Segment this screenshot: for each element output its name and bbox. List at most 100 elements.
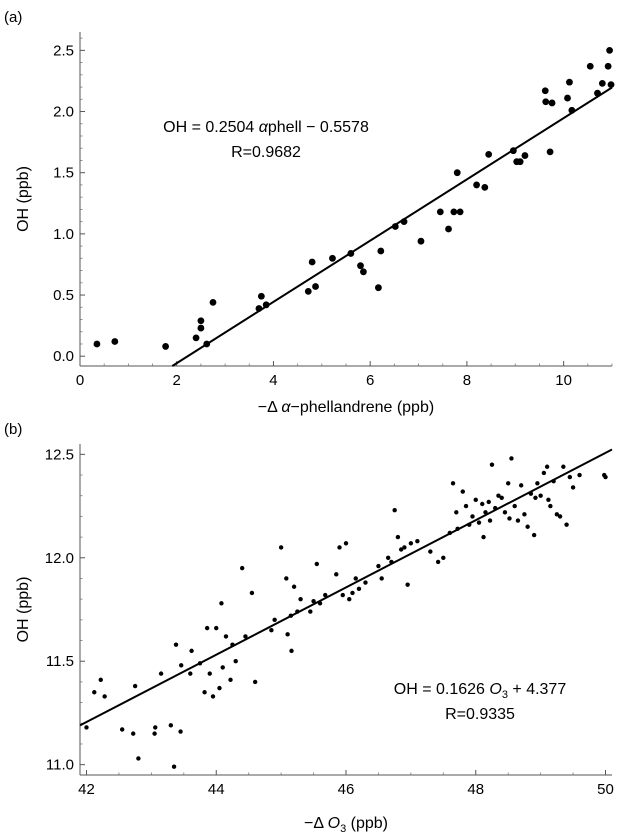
data-point <box>119 727 125 732</box>
panel-label: (a) <box>4 9 22 26</box>
x-tick-label: 50 <box>597 781 614 798</box>
correlation-r: R=0.9335 <box>445 706 515 723</box>
data-point <box>408 541 414 546</box>
y-tick-label: 12.0 <box>45 550 74 567</box>
data-point <box>525 524 530 529</box>
data-point <box>450 481 456 486</box>
data-point <box>518 483 524 488</box>
data-point <box>228 677 233 683</box>
data-point <box>204 625 210 631</box>
data-point <box>566 78 573 86</box>
data-point <box>604 62 612 70</box>
data-point <box>257 292 265 300</box>
data-point <box>507 516 512 521</box>
data-point <box>564 522 569 527</box>
data-point <box>350 590 355 596</box>
data-point <box>577 472 582 478</box>
data-point <box>476 520 482 525</box>
data-point <box>398 547 404 552</box>
data-point <box>223 634 229 639</box>
data-point <box>93 340 101 348</box>
data-point <box>417 237 425 245</box>
data-point <box>243 634 248 639</box>
data-point <box>347 250 355 257</box>
data-point <box>499 495 504 500</box>
data-point <box>376 563 381 569</box>
data-point <box>308 258 316 266</box>
data-point <box>535 481 540 486</box>
data-point <box>379 576 384 581</box>
data-point <box>516 158 524 166</box>
data-point <box>402 545 407 550</box>
data-point <box>548 503 553 509</box>
data-point <box>347 596 352 602</box>
data-point <box>298 596 303 602</box>
data-point <box>493 505 498 511</box>
data-point <box>132 683 138 689</box>
data-point <box>463 503 469 509</box>
data-point <box>171 764 177 769</box>
data-point <box>262 301 270 309</box>
data-point <box>486 499 491 505</box>
data-point <box>289 648 294 654</box>
data-point <box>210 694 216 699</box>
data-point <box>269 627 274 633</box>
data-point <box>249 590 255 596</box>
data-point <box>515 518 521 523</box>
data-point <box>481 534 486 540</box>
y-tick-label: 11.5 <box>46 653 74 670</box>
data-point <box>568 106 576 114</box>
panel-label: (b) <box>4 421 22 438</box>
data-point <box>278 545 284 550</box>
data-point <box>209 298 217 306</box>
data-point <box>607 81 615 89</box>
data-point <box>356 586 362 592</box>
data-point <box>233 659 238 664</box>
y-tick-label: 1.0 <box>53 226 74 243</box>
data-point <box>445 225 452 233</box>
data-point <box>284 576 289 581</box>
x-tick-label: 46 <box>338 781 355 798</box>
data-point <box>544 464 550 469</box>
data-point <box>512 503 517 509</box>
data-point <box>533 495 538 500</box>
y-tick-label: 1.5 <box>53 165 74 182</box>
x-tick-label: 44 <box>208 781 225 798</box>
data-point <box>285 632 290 637</box>
panel-a: (a) 0 2 4 6 8 10 0.0 0.5 1.0 1.5 2.0 2.5 −Δ α−phellan… <box>4 9 615 416</box>
data-point <box>441 555 446 560</box>
data-point <box>197 324 205 332</box>
data-point <box>509 456 514 461</box>
data-point <box>220 665 225 670</box>
data-point <box>415 539 420 544</box>
data-point <box>455 526 460 532</box>
y-tick-label: 2.0 <box>53 104 74 121</box>
data-point <box>570 485 576 490</box>
data-point <box>456 208 464 216</box>
data-point <box>288 613 294 618</box>
data-point <box>542 98 550 106</box>
data-point <box>561 464 566 469</box>
data-point <box>551 479 556 484</box>
data-point <box>162 343 170 350</box>
data-point <box>136 756 141 761</box>
data-point <box>603 474 608 480</box>
data-point <box>329 254 336 262</box>
data-point <box>473 181 480 189</box>
data-point <box>485 150 493 158</box>
data-point <box>454 510 459 515</box>
data-point <box>467 522 472 527</box>
data-point <box>487 518 493 523</box>
data-point <box>311 599 316 604</box>
data-point <box>481 183 489 191</box>
data-point <box>521 152 529 159</box>
data-point <box>598 79 606 87</box>
data-point <box>202 690 207 695</box>
data-point <box>470 514 475 519</box>
data-point <box>395 534 401 540</box>
data-point <box>131 731 136 736</box>
data-point <box>217 685 222 691</box>
data-point <box>541 470 547 476</box>
data-point <box>158 671 164 676</box>
